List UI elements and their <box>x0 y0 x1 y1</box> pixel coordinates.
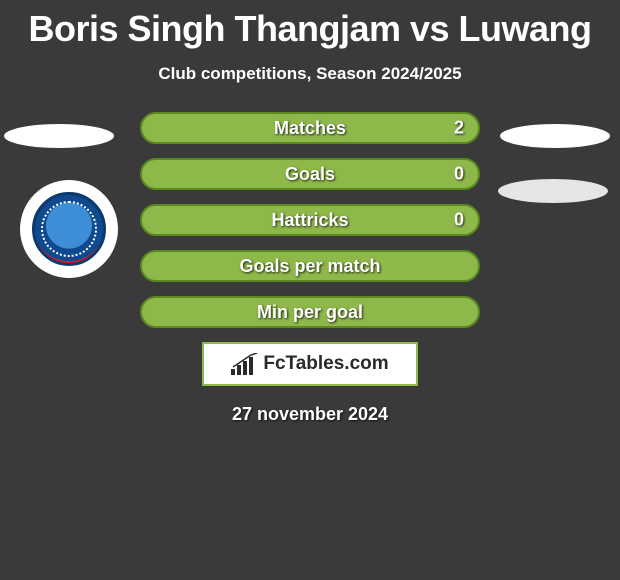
stats-list: Matches 2 Goals 0 Hattricks 0 Goals per … <box>140 112 480 328</box>
page-subtitle: Club competitions, Season 2024/2025 <box>0 64 620 84</box>
stat-label: Matches <box>274 118 346 139</box>
stat-value: 2 <box>454 118 464 139</box>
stat-row-hattricks: Hattricks 0 <box>140 204 480 236</box>
bars-icon <box>231 353 259 375</box>
stat-row-goals: Goals 0 <box>140 158 480 190</box>
player-marker-left <box>4 124 114 148</box>
stat-value: 0 <box>454 164 464 185</box>
stat-row-goals-per-match: Goals per match <box>140 250 480 282</box>
brand-text: FcTables.com <box>263 353 388 375</box>
brand-box[interactable]: FcTables.com <box>202 342 418 386</box>
stat-value: 0 <box>454 210 464 231</box>
stat-label: Goals <box>285 164 335 185</box>
club-badge-icon <box>32 192 106 266</box>
club-badge-wrap <box>20 180 118 278</box>
stat-label: Hattricks <box>271 210 348 231</box>
stat-label: Min per goal <box>257 302 363 323</box>
player-marker-right-2 <box>498 179 608 203</box>
stat-row-matches: Matches 2 <box>140 112 480 144</box>
date-line: 27 november 2024 <box>0 404 620 425</box>
stat-label: Goals per match <box>239 256 380 277</box>
player-marker-right-1 <box>500 124 610 148</box>
page-title: Boris Singh Thangjam vs Luwang <box>0 0 620 50</box>
stat-row-min-per-goal: Min per goal <box>140 296 480 328</box>
